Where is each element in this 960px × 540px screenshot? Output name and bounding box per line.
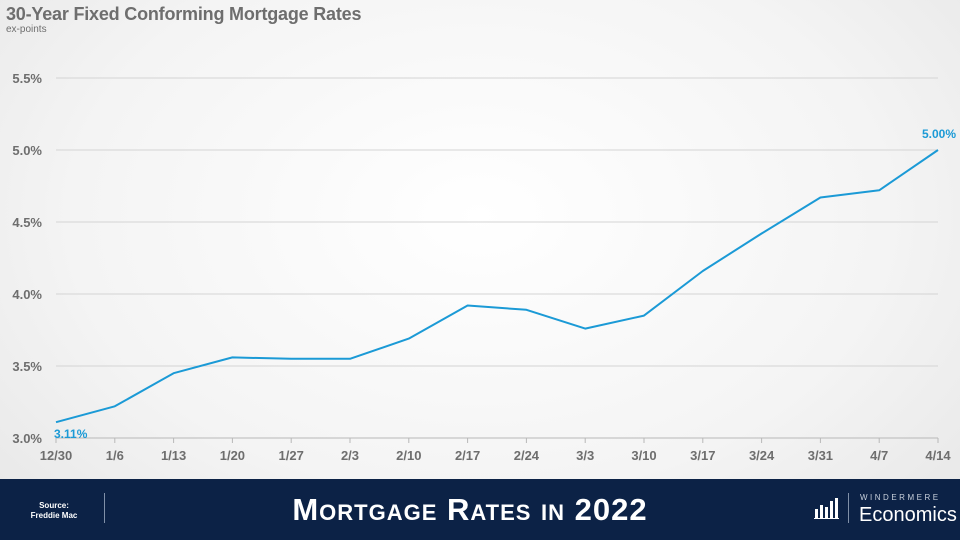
brand-name: Economics bbox=[859, 504, 957, 526]
x-tick-label: 1/20 bbox=[220, 448, 245, 463]
y-tick-label: 4.0% bbox=[12, 287, 42, 302]
y-tick-label: 3.0% bbox=[12, 431, 42, 446]
y-tick-label: 5.0% bbox=[12, 143, 42, 158]
source-note: Source: Freddie Mac bbox=[22, 501, 86, 521]
x-tick-label: 2/24 bbox=[514, 448, 540, 463]
x-tick-label: 2/17 bbox=[455, 448, 480, 463]
y-tick-label: 3.5% bbox=[12, 359, 42, 374]
x-tick-label: 3/17 bbox=[690, 448, 715, 463]
x-tick-label: 1/13 bbox=[161, 448, 186, 463]
line-chart: 3.0% 3.5% 4.0% 4.5% 5.0% 5.5% 12/30 1/6 1/13 1/20… bbox=[12, 71, 956, 463]
chart-title: 30-Year Fixed Conforming Mortgage Rates bbox=[6, 4, 362, 24]
x-tick-label: 2/3 bbox=[341, 448, 359, 463]
source-name: Freddie Mac bbox=[30, 511, 78, 520]
x-tick-label: 4/14 bbox=[925, 448, 951, 463]
x-tick-label: 3/10 bbox=[631, 448, 656, 463]
x-tick-label: 2/10 bbox=[396, 448, 421, 463]
x-tick-label: 3/24 bbox=[749, 448, 775, 463]
y-tick-label: 4.5% bbox=[12, 215, 42, 230]
chart-subtitle: ex-points bbox=[6, 24, 47, 35]
series-line bbox=[55, 149, 939, 424]
brand-top: WINDERMERE bbox=[860, 493, 941, 502]
data-label: 3.11% bbox=[54, 427, 88, 441]
source-label: Source: bbox=[39, 501, 69, 510]
bar-chart-icon bbox=[814, 498, 839, 519]
slide-title: Mortgage Rates in 2022 bbox=[292, 492, 648, 527]
x-tick-label: 3/3 bbox=[576, 448, 594, 463]
y-tick-label: 5.5% bbox=[12, 71, 42, 86]
x-tick-label: 3/31 bbox=[808, 448, 833, 463]
footer-divider bbox=[104, 493, 105, 523]
logo-divider bbox=[848, 493, 849, 523]
x-tick-label: 1/6 bbox=[106, 448, 124, 463]
x-tick-label: 1/27 bbox=[279, 448, 304, 463]
data-label: 5.00% bbox=[922, 127, 956, 141]
x-tick-label: 4/7 bbox=[870, 448, 888, 463]
footer-bar: Source: Freddie Mac Mortgage Rates in 20… bbox=[0, 479, 960, 540]
x-tick-label: 12/30 bbox=[40, 448, 73, 463]
